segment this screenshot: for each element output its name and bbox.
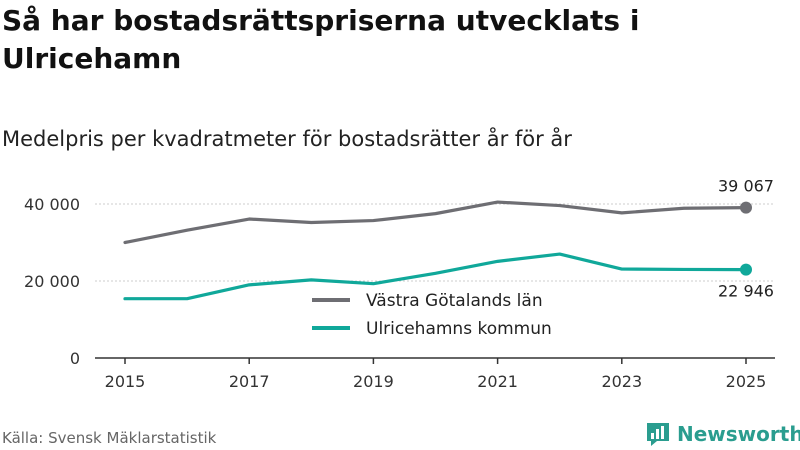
x-tick-label: 2019 bbox=[353, 372, 394, 391]
brand-name: Newsworthy bbox=[677, 422, 800, 446]
gridlines bbox=[95, 203, 775, 282]
x-axis: 2015 2017 2019 2021 2023 2025 bbox=[95, 357, 775, 391]
legend-label-0: Västra Götalands län bbox=[366, 291, 543, 311]
legend-label-1: Ulricehamns kommun bbox=[366, 319, 552, 339]
newsworthy-logo[interactable]: Newsworthy bbox=[645, 420, 800, 448]
end-label-0: 39 067 bbox=[718, 177, 774, 196]
x-tick-label: 2017 bbox=[229, 372, 270, 391]
y-tick-label: 20 000 bbox=[24, 272, 80, 291]
x-tick-label: 2023 bbox=[601, 372, 642, 391]
end-labels: 39 067 22 946 bbox=[718, 177, 774, 301]
x-tick-label: 2021 bbox=[477, 372, 518, 391]
y-tick-label: 0 bbox=[70, 349, 80, 368]
chart-title: Så har bostadsrättspriserna utvecklats i… bbox=[2, 4, 640, 75]
line-chart: 0 20 000 40 000 2015 2017 2019 2021 2023 2025 3… bbox=[24, 177, 775, 391]
series-line-1 bbox=[123, 252, 748, 301]
series-endpoint-1 bbox=[740, 263, 752, 276]
x-tick-label: 2015 bbox=[105, 372, 146, 391]
chart-subtitle: Medelpris per kvadratmeter för bostadsrä… bbox=[2, 127, 572, 151]
end-label-1: 22 946 bbox=[718, 282, 774, 301]
x-tick-label: 2025 bbox=[726, 372, 767, 391]
series-lines bbox=[123, 200, 752, 301]
y-axis-ticks: 0 20 000 40 000 bbox=[24, 195, 80, 368]
y-tick-label: 40 000 bbox=[24, 195, 80, 214]
series-line-0 bbox=[123, 200, 748, 245]
source-note: Källa: Svensk Mäklarstatistik bbox=[2, 429, 217, 447]
series-endpoint-0 bbox=[740, 201, 752, 214]
newsworthy-chart-icon bbox=[647, 423, 669, 446]
legend: Västra Götalands län Ulricehamns kommun bbox=[312, 291, 552, 339]
